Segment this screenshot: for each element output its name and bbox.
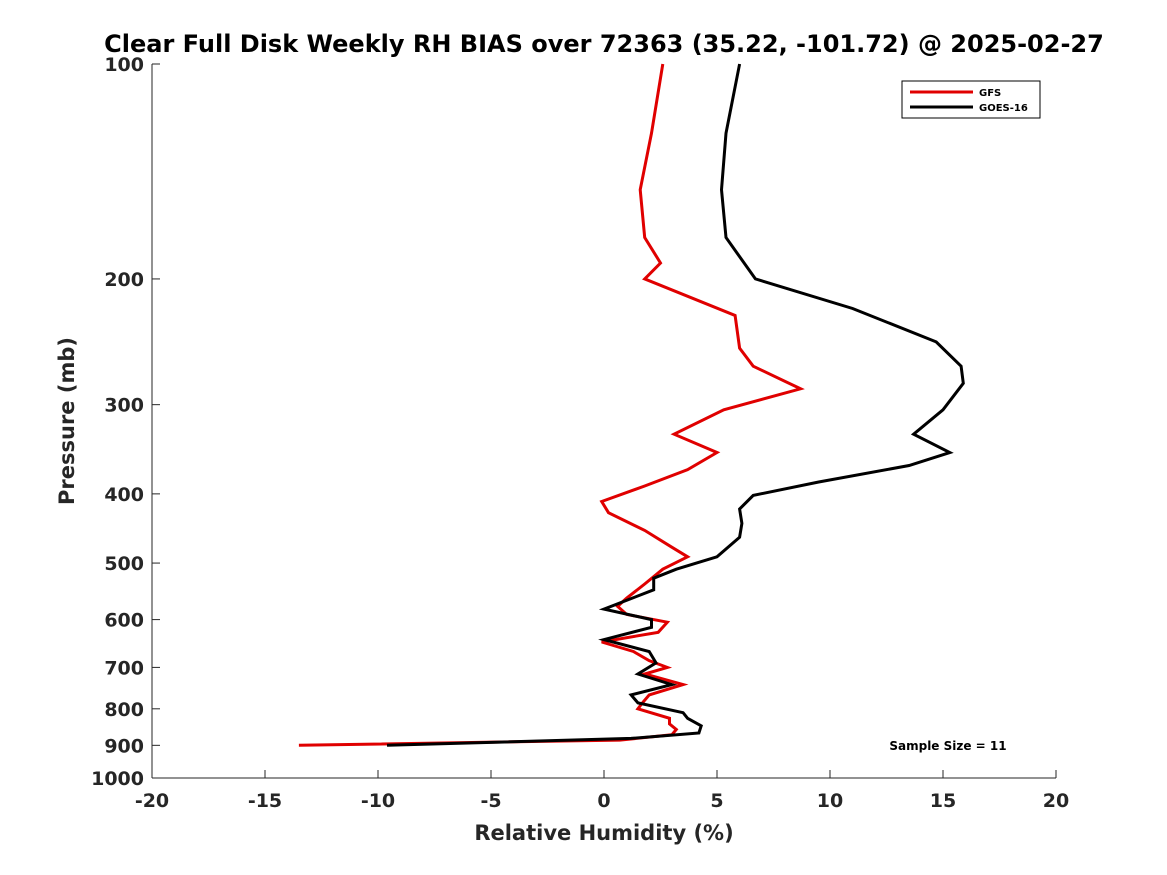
y-tick-label: 700 <box>104 657 144 679</box>
legend-label-gfs: GFS <box>979 88 1001 99</box>
x-tick-label: -10 <box>361 790 395 812</box>
y-tick-label: 300 <box>104 395 144 417</box>
y-tick-label: 600 <box>104 610 144 632</box>
x-tick-label: -15 <box>248 790 282 812</box>
legend: GFS GOES-16 <box>901 80 1041 119</box>
plot-lines <box>298 63 965 747</box>
legend-box <box>901 80 1041 119</box>
x-axis-label: Relative Humidity (%) <box>474 821 733 845</box>
chart-title: Clear Full Disk Weekly RH BIAS over 7236… <box>104 30 1104 58</box>
y-tick-label: 500 <box>104 553 144 575</box>
y-tick-label: 400 <box>104 484 144 506</box>
y-tick-label: 200 <box>104 269 144 291</box>
x-tick-label: 0 <box>597 790 610 812</box>
series-line-goes16 <box>386 63 965 747</box>
x-axis-ticks: -20 -15 -10 -5 0 5 10 15 20 <box>135 770 1069 812</box>
y-tick-label: 100 <box>104 54 144 76</box>
y-tick-label: 1000 <box>91 768 144 790</box>
y-axis-ticks: 100 200 300 400 500 600 700 800 900 1000 <box>91 54 160 790</box>
legend-label-goes16: GOES-16 <box>979 103 1028 114</box>
y-axis-label: Pressure (mb) <box>55 337 79 505</box>
x-tick-label: -5 <box>480 790 501 812</box>
x-tick-label: 5 <box>710 790 723 812</box>
x-tick-label: 15 <box>930 790 956 812</box>
y-tick-label: 900 <box>104 735 144 757</box>
sample-size-annotation: Sample Size = 11 <box>889 739 1006 753</box>
x-tick-label: -20 <box>135 790 169 812</box>
y-tick-label: 800 <box>104 699 144 721</box>
x-tick-label: 10 <box>817 790 843 812</box>
x-tick-label: 20 <box>1043 790 1069 812</box>
